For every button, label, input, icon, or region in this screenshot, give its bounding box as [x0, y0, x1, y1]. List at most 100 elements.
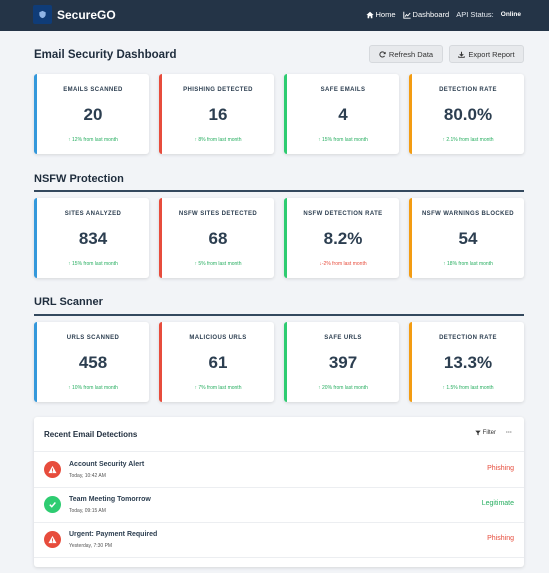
stat-trend-text: 5% from last month: [198, 261, 242, 267]
detection-row[interactable]: Team Meeting Tomorrow Today, 09:15 AM Le…: [34, 488, 524, 522]
stat-label: URLS SCANNED: [66, 335, 120, 341]
stat-trend-text: 2.1% from last month: [446, 137, 494, 143]
stat-value: 20: [83, 105, 103, 124]
arrow-up-icon: ↑: [68, 385, 71, 391]
arrow-up-icon: ↑: [443, 261, 446, 267]
section-divider: [34, 314, 524, 316]
arrow-up-icon: ↑: [68, 261, 71, 267]
stat-card-safe-emails: SAFE EMAILS 4 ↑ 15% from last month: [284, 74, 399, 154]
api-status-label: API Status:: [456, 10, 494, 19]
arrow-up-icon: ↑: [194, 261, 198, 267]
nav-dashboard-link[interactable]: Dashboard: [402, 10, 450, 19]
stat-label: MALICIOUS URLS: [189, 335, 247, 341]
stat-trend: ↑ 18% from last month: [412, 261, 524, 267]
refresh-data-label: Refresh Data: [388, 49, 434, 59]
detection-subject: Account Security Alert: [69, 461, 145, 468]
arrow-up-icon: ↑: [68, 137, 71, 143]
arrow-up-icon: ↑: [318, 137, 321, 143]
brand-name[interactable]: SecureGO: [57, 8, 116, 22]
stat-label: DETECTION RATE: [439, 335, 497, 341]
stat-trend: ↑ 10% from last month: [37, 385, 149, 391]
stat-value: 4: [338, 105, 348, 124]
stat-value: 80.0%: [443, 105, 493, 124]
stat-trend-text: 20% from last month: [322, 385, 368, 391]
nav-home-link[interactable]: Home: [365, 10, 396, 19]
arrow-up-icon: ↑: [442, 137, 445, 143]
nav-home-label: Home: [375, 10, 396, 19]
stat-label: SAFE URLS: [324, 335, 362, 341]
download-icon: [458, 51, 466, 58]
detection-status: Phishing: [487, 535, 514, 542]
nav-links: Home Dashboard API Status: Online: [365, 10, 521, 19]
shield-logo-icon[interactable]: [33, 5, 52, 24]
stat-label: EMAILS SCANNED: [63, 87, 123, 93]
stat-value: 397: [328, 353, 358, 372]
stat-trend-text: 7% from last month: [198, 385, 242, 391]
stat-trend-text: -2% from last month: [321, 261, 367, 267]
row-divider: [34, 522, 524, 523]
top-navbar: SecureGO Home Dashboard API Status: Onli…: [0, 0, 549, 31]
stat-value: 61: [208, 353, 228, 372]
detection-time: Yesterday, 7:30 PM: [69, 543, 113, 549]
stat-trend: ↑ 5% from last month: [162, 261, 274, 267]
export-report-label: Export Report: [468, 49, 515, 59]
nav-dashboard-label: Dashboard: [412, 10, 450, 19]
chart-icon: [402, 11, 411, 19]
stat-trend: ↑ 2.1% from last month: [412, 137, 524, 143]
stat-card-nsfw-sites-detected: NSFW SITES DETECTED 68 ↑ 5% from last mo…: [159, 198, 274, 278]
warning-icon: [44, 531, 61, 548]
detection-time: Today, 09:15 AM: [69, 508, 106, 514]
more-options-icon[interactable]: ···: [506, 430, 512, 436]
stat-trend: ↓-2% from last month: [287, 261, 399, 267]
stat-label: NSFW WARNINGS BLOCKED: [421, 211, 515, 217]
stat-label: DETECTION RATE: [439, 87, 497, 93]
refresh-data-button[interactable]: Refresh Data: [369, 45, 443, 63]
stat-trend-text: 12% from last month: [72, 137, 118, 143]
stat-card-url-detection-rate: DETECTION RATE 13.3% ↑ 1.5% from last mo…: [409, 322, 524, 402]
stat-label: NSFW SITES DETECTED: [178, 211, 258, 217]
stat-value: 54: [458, 229, 478, 248]
stat-trend-text: 15% from last month: [322, 137, 368, 143]
detection-status: Phishing: [487, 465, 514, 472]
row-divider: [34, 557, 524, 558]
stat-label: SITES ANALYZED: [64, 211, 122, 217]
detection-row[interactable]: Account Security Alert Today, 10:42 AM P…: [34, 453, 524, 487]
detection-subject: Urgent: Payment Required: [69, 531, 158, 538]
stat-trend-text: 18% from last month: [447, 261, 493, 267]
detection-subject: Team Meeting Tomorrow: [69, 496, 151, 503]
panel-title: Recent Email Detections: [44, 430, 138, 439]
stat-trend-text: 10% from last month: [72, 385, 118, 391]
api-status-value: Online: [500, 11, 521, 18]
arrow-up-icon: ↑: [194, 385, 198, 391]
stat-label: SAFE EMAILS: [320, 87, 366, 93]
stat-label: PHISHING DETECTED: [183, 87, 253, 93]
filter-button[interactable]: Filter: [474, 430, 496, 436]
filter-label: Filter: [482, 430, 496, 436]
stat-label: NSFW DETECTION RATE: [303, 211, 383, 217]
arrow-up-icon: ↑: [442, 385, 445, 391]
stat-card-malicious-urls: MALICIOUS URLS 61 ↑ 7% from last month: [159, 322, 274, 402]
stat-trend: ↑ 20% from last month: [287, 385, 399, 391]
panel-divider: [34, 451, 524, 452]
stat-card-nsfw-detection-rate: NSFW DETECTION RATE 8.2% ↓-2% from last …: [284, 198, 399, 278]
page-title: Email Security Dashboard: [34, 49, 177, 61]
stat-value: 68: [208, 229, 228, 248]
stat-trend: ↑ 15% from last month: [37, 261, 149, 267]
stat-card-safe-urls: SAFE URLS 397 ↑ 20% from last month: [284, 322, 399, 402]
panel-actions: Filter ···: [474, 430, 512, 436]
stat-trend-text: 15% from last month: [72, 261, 118, 267]
stat-card-nsfw-warnings-blocked: NSFW WARNINGS BLOCKED 54 ↑ 18% from last…: [409, 198, 524, 278]
stat-card-urls-scanned: URLS SCANNED 458 ↑ 10% from last month: [34, 322, 149, 402]
stat-card-sites-analyzed: SITES ANALYZED 834 ↑ 15% from last month: [34, 198, 149, 278]
filter-icon: [474, 430, 481, 436]
stat-value: 16: [208, 105, 228, 124]
warning-icon: [44, 461, 61, 478]
stat-trend-text: 8% from last month: [198, 137, 242, 143]
stat-card-emails-scanned: EMAILS SCANNED 20 ↑ 12% from last month: [34, 74, 149, 154]
stat-trend: ↑ 8% from last month: [162, 137, 274, 143]
stat-trend: ↑ 12% from last month: [37, 137, 149, 143]
section-divider: [34, 190, 524, 192]
detection-row[interactable]: Urgent: Payment Required Yesterday, 7:30…: [34, 523, 524, 557]
export-report-button[interactable]: Export Report: [449, 45, 524, 63]
stat-value: 13.3%: [443, 353, 493, 372]
